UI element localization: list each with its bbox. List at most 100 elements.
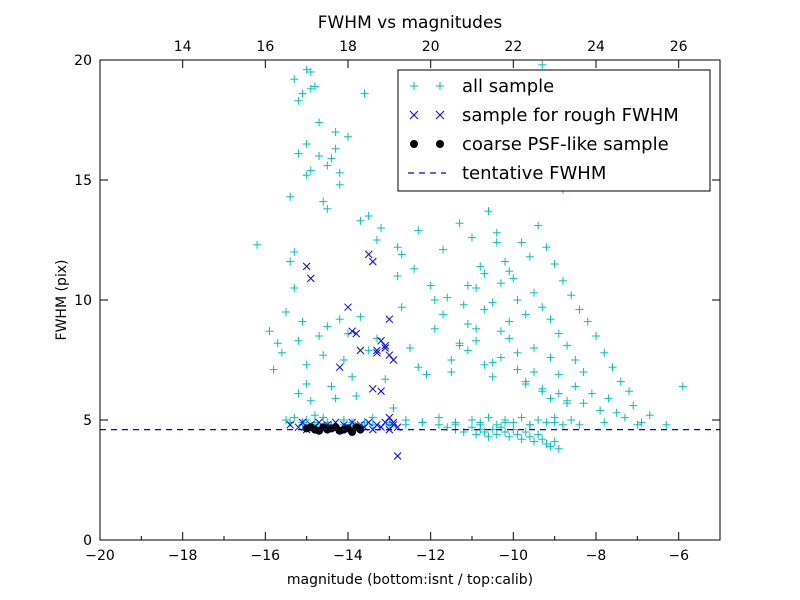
all-sample-point <box>344 329 352 338</box>
all-sample-point <box>554 444 563 453</box>
all-sample-point <box>575 305 584 314</box>
all-sample-point <box>542 418 551 427</box>
all-sample-point <box>447 356 456 364</box>
all-sample-point <box>530 288 538 297</box>
top-tick-label: 24 <box>587 39 605 55</box>
all-sample-point <box>554 389 563 398</box>
all-sample-point <box>513 348 522 357</box>
all-sample-point <box>538 60 547 69</box>
rough-sample-point-b <box>335 363 344 372</box>
all-sample-point <box>434 413 443 422</box>
legend-label: tentative FWHM <box>462 163 606 184</box>
all-sample-point <box>476 420 485 429</box>
all-sample-point <box>443 293 452 302</box>
rough-sample-point-b <box>306 274 315 283</box>
all-sample-point <box>579 368 588 376</box>
all-sample-point <box>302 416 311 424</box>
all-sample-point <box>509 418 518 427</box>
all-sample-point <box>501 257 510 266</box>
all-sample-point <box>319 197 328 206</box>
rough-sample-point-b <box>385 315 394 324</box>
all-sample-point <box>298 89 307 98</box>
x-tick-label: −14 <box>333 548 363 564</box>
x-tick-label: −6 <box>668 548 689 564</box>
all-sample-point <box>406 344 414 352</box>
all-sample-point <box>397 303 406 312</box>
all-sample-point <box>575 420 584 429</box>
legend-all-sample-marker <box>436 82 444 90</box>
all-sample-point <box>331 394 340 403</box>
all-sample-point <box>608 363 617 372</box>
rough-sample-point <box>286 420 294 429</box>
x-axis-label: magnitude (bottom:isnt / top:calib) <box>287 572 533 588</box>
all-sample-point <box>302 140 311 148</box>
rough-sample-point <box>385 315 394 324</box>
all-sample-point <box>525 252 534 261</box>
all-sample-point <box>393 243 402 252</box>
all-sample-point <box>583 317 592 326</box>
rough-sample-point <box>335 363 344 372</box>
all-sample-point <box>335 180 344 189</box>
all-sample-point <box>616 377 625 386</box>
all-sample-point <box>302 360 311 369</box>
all-sample-point <box>604 394 613 403</box>
all-sample-point <box>302 65 311 74</box>
rough-sample-point <box>368 384 377 393</box>
all-sample-point <box>534 430 543 439</box>
all-sample-point <box>505 267 514 276</box>
x-tick-label: −12 <box>416 548 446 564</box>
all-sample-point <box>298 317 307 326</box>
all-sample-point <box>571 356 580 364</box>
rough-sample-point-b <box>377 336 385 345</box>
all-sample-point <box>364 212 373 220</box>
all-sample-point <box>596 406 605 415</box>
all-sample-point <box>501 418 510 427</box>
rough-sample-point <box>377 387 385 396</box>
all-sample-point <box>517 435 526 444</box>
all-sample-point <box>633 420 642 429</box>
rough-sample-point-b <box>393 452 402 460</box>
rough-sample-point <box>348 327 356 336</box>
rough-sample-point-b <box>286 420 294 429</box>
rough-sample-point-b <box>385 351 394 360</box>
all-sample-point <box>368 420 377 429</box>
all-sample-point <box>592 332 600 340</box>
all-sample-point <box>323 161 332 170</box>
y-tick-label: 20 <box>74 53 92 69</box>
all-sample-point <box>282 308 290 316</box>
x-tick-label: −8 <box>586 548 607 564</box>
all-sample-point <box>587 389 596 398</box>
all-sample-point <box>501 428 510 436</box>
rough-sample-point <box>373 346 381 355</box>
all-sample-point <box>323 204 332 213</box>
rough-sample-point <box>364 250 373 259</box>
legend-label: sample for rough FWHM <box>462 105 679 126</box>
all-sample-point <box>381 375 390 384</box>
all-sample-point <box>558 420 567 429</box>
rough-sample-point-b <box>368 384 377 393</box>
rough-sample-point <box>385 351 394 360</box>
all-sample-point <box>517 238 526 247</box>
all-sample-point <box>534 221 543 230</box>
all-sample-point <box>567 291 576 300</box>
all-sample-point <box>538 384 547 393</box>
all-sample-point <box>356 216 365 225</box>
legend-items: all sample sample for rough FWHM coarse PS… <box>408 76 679 184</box>
all-sample-point <box>513 296 522 304</box>
all-sample-point <box>335 168 344 177</box>
all-sample-point <box>567 416 576 424</box>
all-sample-point <box>410 264 419 273</box>
all-sample-point <box>488 358 497 367</box>
all-sample-point <box>269 365 278 374</box>
all-sample-point <box>563 399 572 408</box>
all-sample-point <box>290 248 299 256</box>
all-sample-point <box>414 226 423 235</box>
all-sample-point <box>513 365 522 374</box>
all-sample-point <box>372 334 381 343</box>
all-sample-point <box>306 166 315 175</box>
legend-psf-marker <box>410 140 418 148</box>
all-sample-point <box>488 372 497 381</box>
all-sample-point <box>344 132 352 141</box>
all-sample-point <box>509 274 518 283</box>
plot-frame <box>99 59 721 541</box>
